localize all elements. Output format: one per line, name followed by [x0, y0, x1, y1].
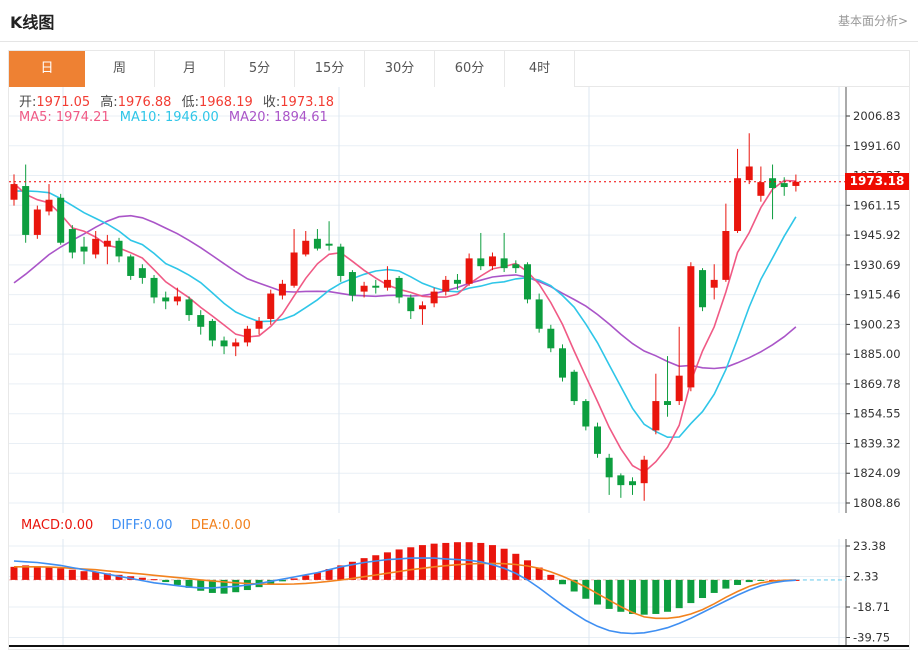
ma-lines [13, 179, 797, 474]
tab-day[interactable]: 日 [9, 51, 85, 87]
candles-layer [10, 133, 800, 501]
ohlc-legend: 开:1971.05 高:1976.88 低:1968.19 收:1973.18 [19, 91, 340, 110]
svg-text:1854.55: 1854.55 [853, 407, 901, 421]
svg-text:1900.23: 1900.23 [853, 317, 901, 331]
page-title: K线图 [10, 13, 55, 32]
panel-bottom-border [9, 645, 909, 647]
ma5-label: MA5: 1974.21 [19, 110, 110, 125]
tab-30min[interactable]: 30分 [365, 51, 435, 87]
low-label: 低:1968.19 [181, 95, 253, 110]
tab-5min[interactable]: 5分 [225, 51, 295, 87]
ma-legend: MA5: 1974.21 MA10: 1946.00 MA20: 1894.61 [19, 110, 334, 125]
svg-text:-18.71: -18.71 [853, 600, 890, 614]
tab-week[interactable]: 周 [85, 51, 155, 87]
svg-text:2006.83: 2006.83 [853, 109, 901, 123]
svg-text:23.38: 23.38 [853, 539, 886, 553]
svg-text:1808.86: 1808.86 [853, 496, 901, 510]
tab-month[interactable]: 月 [155, 51, 225, 87]
interval-tabs: 日周月 5分 15分 30分 60分 4时 [9, 51, 909, 87]
main-chart-area[interactable]: 2006.831991.601976.371961.151945.921930.… [9, 87, 909, 513]
svg-text:1945.92: 1945.92 [853, 228, 901, 242]
macd-legend: MACD:0.00 DIFF:0.00 DEA:0.00 [9, 513, 909, 539]
macd-lines [13, 557, 796, 635]
svg-text:1915.46: 1915.46 [853, 288, 901, 302]
open-label: 开:1971.05 [19, 95, 91, 110]
tab-60min[interactable]: 60分 [435, 51, 505, 87]
candlestick-chart[interactable]: 2006.831991.601976.371961.151945.921930.… [9, 87, 909, 513]
close-label: 收:1973.18 [262, 95, 335, 110]
tab-15min[interactable]: 15分 [295, 51, 365, 87]
main-gridlines: 2006.831991.601976.371961.151945.921930.… [9, 87, 901, 513]
svg-text:1869.78: 1869.78 [853, 377, 901, 391]
ma10-label: MA10: 1946.00 [119, 110, 219, 125]
diff-value-label: DIFF:0.00 [111, 518, 173, 533]
svg-text:2.33: 2.33 [853, 570, 879, 584]
macd-chart-area[interactable]: 23.38 2.33 -18.71 -39.75 [9, 539, 909, 649]
tab-4hour[interactable]: 4时 [505, 51, 575, 87]
svg-text:1885.00: 1885.00 [853, 347, 901, 361]
svg-text:1824.09: 1824.09 [853, 466, 901, 480]
macd-gridlines: 23.38 2.33 -18.71 -39.75 [9, 539, 890, 645]
svg-text:1930.69: 1930.69 [853, 258, 901, 272]
svg-text:-39.75: -39.75 [853, 631, 890, 645]
ma20-label: MA20: 1894.61 [228, 110, 328, 125]
macd-chart[interactable]: 23.38 2.33 -18.71 -39.75 [9, 539, 909, 649]
fundamental-analysis-link[interactable]: 基本面分析> [837, 14, 908, 28]
page-header: K线图 基本面分析> [0, 0, 918, 42]
macd-value-label: MACD:0.00 [21, 518, 94, 533]
svg-text:1991.60: 1991.60 [853, 139, 901, 153]
high-label: 高:1976.88 [100, 95, 172, 110]
svg-text:1961.15: 1961.15 [853, 198, 901, 212]
current-price-badge: 1973.18 [845, 173, 909, 191]
dea-value-label: DEA:0.00 [190, 518, 251, 533]
svg-text:1839.32: 1839.32 [853, 436, 901, 450]
